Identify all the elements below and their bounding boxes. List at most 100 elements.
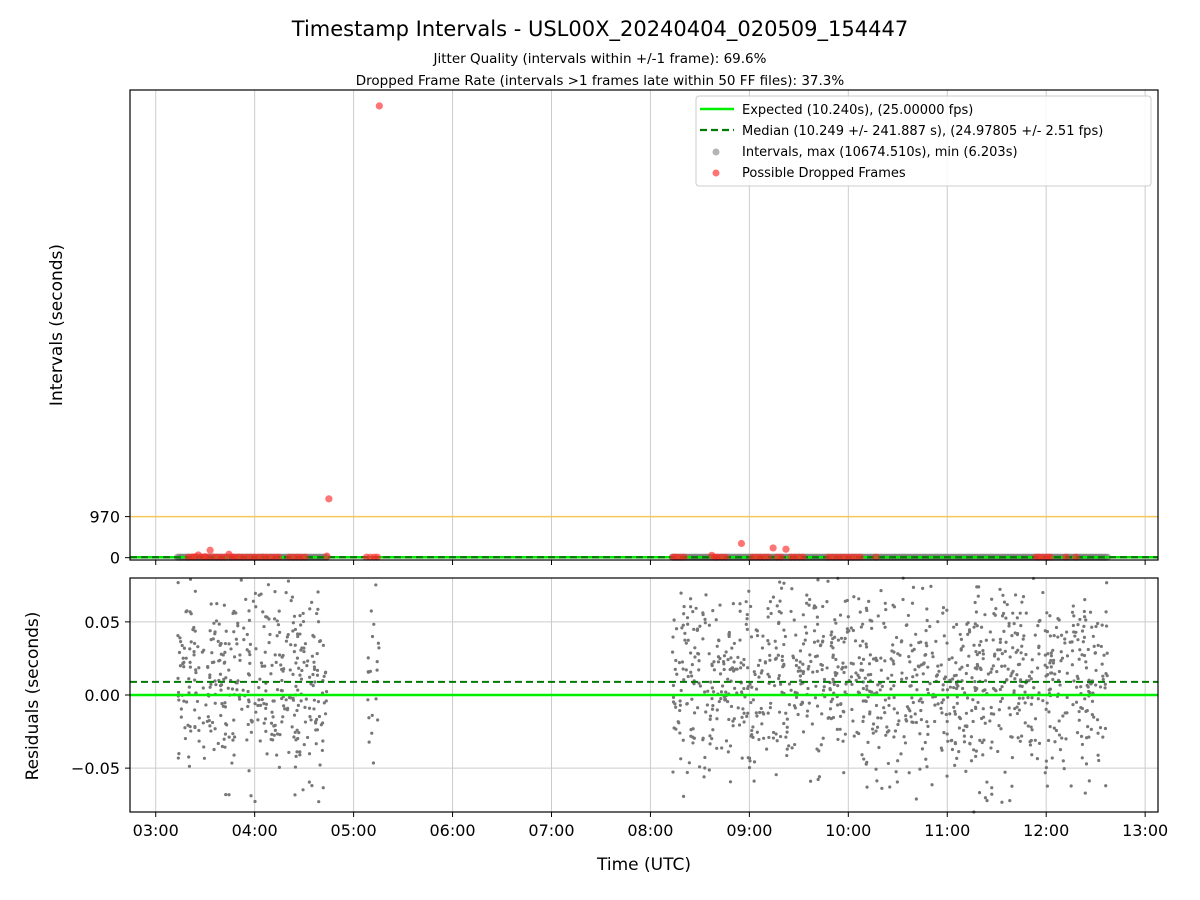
residual-point: [970, 708, 974, 713]
residual-point: [954, 622, 959, 627]
residual-point: [931, 655, 935, 659]
residual-point: [273, 590, 277, 594]
residual-point: [812, 606, 816, 610]
residual-point: [193, 725, 197, 729]
residual-point: [222, 603, 226, 607]
residual-point: [739, 666, 743, 670]
residual-point: [715, 717, 719, 721]
residual-point: [969, 735, 974, 739]
residual-point: [1009, 735, 1013, 739]
residual-point: [208, 673, 212, 677]
residual-point: [1061, 759, 1065, 763]
residual-point: [1101, 735, 1105, 739]
residual-point: [887, 703, 891, 708]
residual-point: [930, 783, 934, 787]
residual-point: [233, 735, 237, 739]
residual-point: [883, 601, 887, 605]
residual-point: [248, 642, 253, 646]
residual-point: [970, 676, 974, 680]
residual-point: [957, 715, 961, 719]
residual-point: [718, 656, 722, 661]
residual-point: [264, 729, 268, 733]
residual-point: [836, 737, 840, 742]
residual-point: [275, 687, 280, 692]
residual-point: [1021, 637, 1025, 641]
dropped-frame-point: [274, 553, 283, 561]
residual-point: [674, 658, 678, 663]
residual-point: [293, 793, 297, 797]
residual-point: [784, 711, 788, 715]
residual-point: [774, 646, 778, 650]
residual-point: [1088, 610, 1093, 614]
residual-point: [998, 637, 1003, 641]
residual-point: [188, 665, 192, 669]
residual-point: [208, 675, 212, 680]
residual-point: [250, 719, 254, 723]
residual-point: [1076, 638, 1080, 642]
residual-point: [860, 753, 864, 757]
residual-point: [1077, 709, 1081, 714]
residual-point: [991, 638, 995, 642]
residual-point: [962, 734, 966, 738]
residual-point: [257, 593, 261, 597]
residual-point: [212, 660, 216, 664]
residual-point: [879, 716, 883, 720]
residual-point: [741, 663, 746, 667]
residual-point: [187, 677, 191, 681]
residual-point: [1104, 624, 1109, 628]
residual-point: [685, 770, 689, 775]
residual-point: [919, 718, 924, 722]
residual-point: [1083, 598, 1087, 602]
residual-point: [1033, 717, 1038, 721]
residual-point: [221, 704, 225, 708]
residual-point: [224, 676, 228, 680]
residual-point: [925, 607, 929, 611]
residual-point: [262, 721, 266, 725]
residual-point: [754, 711, 758, 715]
residual-point: [674, 627, 679, 631]
residual-point: [812, 640, 817, 644]
residual-point: [844, 682, 848, 686]
residual-point: [370, 713, 374, 717]
residual-point: [1036, 697, 1040, 701]
residual-point: [294, 738, 298, 742]
residual-point: [1063, 641, 1067, 645]
residual-point: [857, 597, 861, 601]
residual-point: [936, 620, 940, 624]
residual-point: [1089, 727, 1093, 731]
residual-point: [246, 689, 250, 694]
residual-point: [998, 687, 1002, 692]
residual-point: [1100, 623, 1104, 627]
residual-point: [309, 718, 313, 722]
residual-point: [273, 728, 277, 732]
dropped-frame-point: [206, 546, 214, 554]
residual-point: [804, 631, 809, 635]
residual-point: [989, 670, 993, 674]
residual-point: [926, 732, 930, 736]
residual-point: [703, 755, 707, 760]
residual-point: [731, 719, 735, 723]
residual-point: [1090, 625, 1094, 629]
residual-point: [865, 785, 869, 789]
residual-point: [251, 599, 256, 603]
residual-point: [690, 663, 694, 667]
residual-point: [964, 769, 968, 773]
residual-point: [1011, 611, 1015, 615]
residual-point: [298, 614, 302, 618]
residual-point: [1084, 618, 1088, 622]
residual-point: [942, 677, 946, 681]
residual-point: [1047, 688, 1051, 692]
residual-point: [374, 697, 378, 701]
residual-point: [1078, 648, 1082, 652]
residual-point: [267, 640, 271, 645]
residual-point: [806, 686, 810, 691]
residual-point: [208, 629, 212, 633]
residual-point: [954, 673, 958, 677]
residual-point: [767, 675, 771, 679]
residual-point: [900, 677, 904, 681]
residual-point: [914, 797, 918, 801]
residual-point: [1013, 593, 1018, 597]
residual-point: [990, 792, 994, 796]
residual-point: [910, 720, 914, 724]
residual-point: [1052, 726, 1056, 730]
